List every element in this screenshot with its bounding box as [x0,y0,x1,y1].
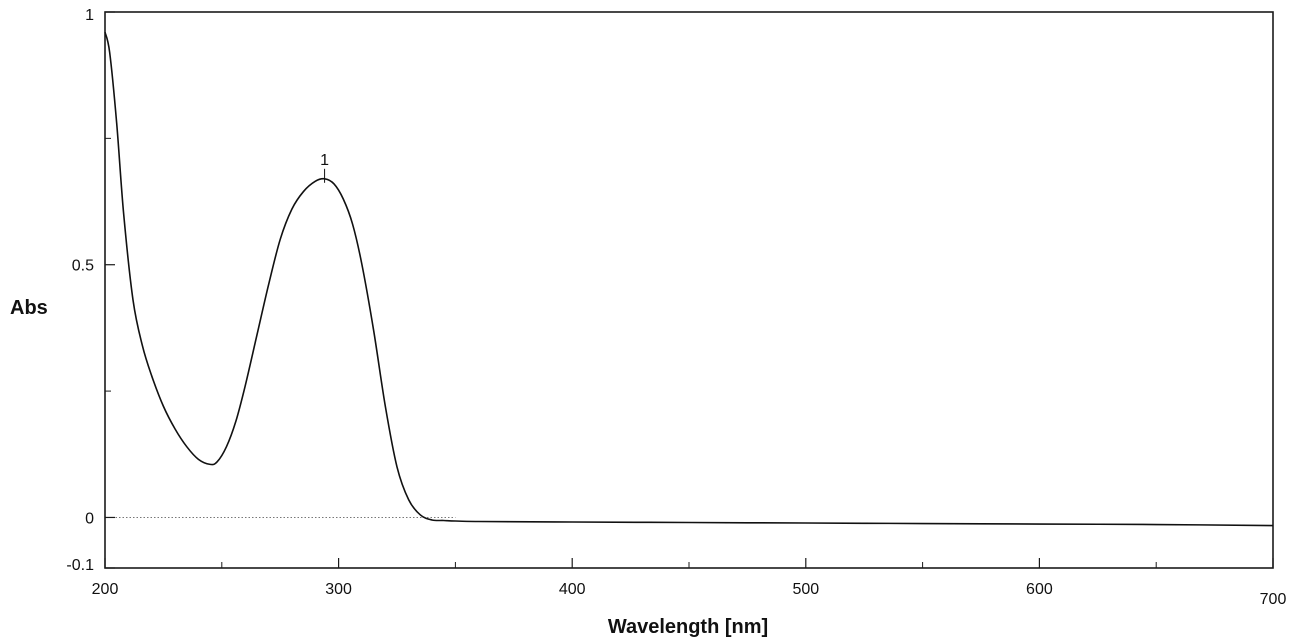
y-tick-label: -0.1 [66,557,94,574]
y-axis-title: Abs [10,297,48,319]
x-tick-label: 600 [1026,581,1053,598]
spectrum-line [104,32,1274,527]
x-tick-label: 200 [92,581,119,598]
x-tick-label: 500 [792,581,819,598]
peak-label: 1 [320,152,329,169]
x-tick-label: 700 [1260,591,1287,608]
y-tick-label: 1 [85,7,94,24]
plot-frame [104,11,1274,569]
y-tick-label: 0 [85,510,94,527]
x-tick-label: 400 [559,581,586,598]
y-tick-label: 0.5 [72,258,94,275]
x-tick-label: 300 [325,581,352,598]
x-axis-title: Wavelength [nm] [608,616,768,638]
